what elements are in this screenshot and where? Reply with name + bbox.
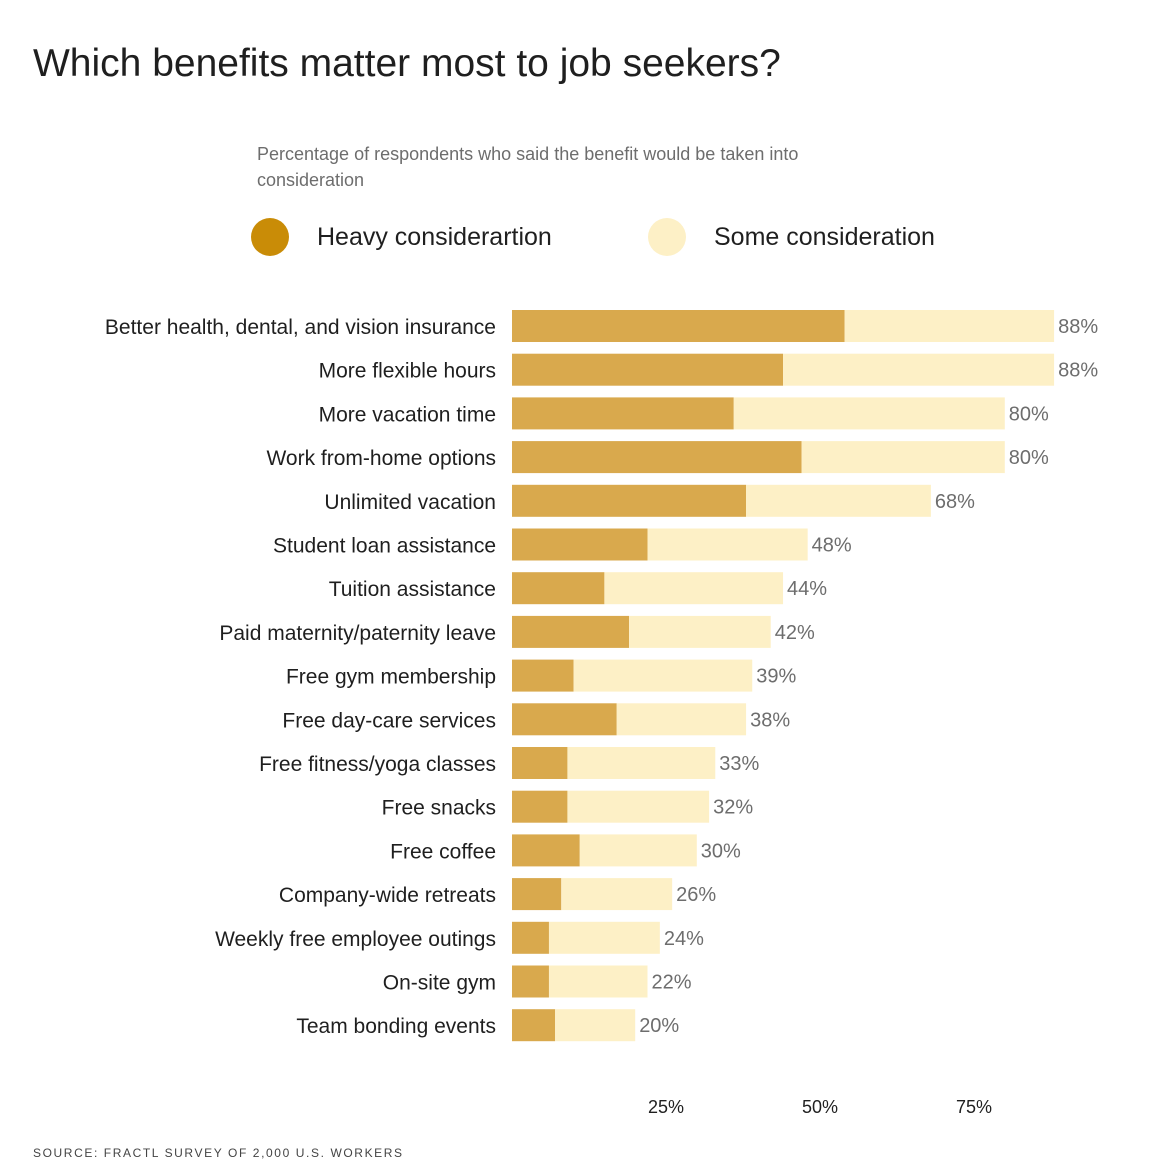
legend-swatch-some: [648, 218, 686, 256]
category-label: Team bonding events: [296, 1015, 496, 1038]
bar-heavy: [512, 921, 549, 954]
total-label: 48%: [812, 535, 852, 557]
total-label: 39%: [756, 666, 796, 688]
total-label: 42%: [775, 622, 815, 644]
category-label: On-site gym: [383, 972, 496, 995]
category-label: Unlimited vacation: [324, 491, 496, 514]
x-tick-label: 25%: [648, 1097, 684, 1117]
legend-item-heavy: Heavy considerartion: [251, 216, 552, 258]
total-label: 26%: [676, 884, 716, 906]
bar-some: [616, 703, 747, 736]
bar-heavy: [512, 615, 630, 648]
bar-some: [567, 747, 716, 779]
total-label: 32%: [713, 797, 753, 819]
category-label: Work from-home options: [266, 447, 496, 470]
total-label: 20%: [639, 1015, 679, 1037]
total-label: 88%: [1058, 316, 1098, 338]
bar-some: [647, 528, 808, 561]
bar-some: [548, 921, 660, 954]
bar-some: [783, 353, 1055, 386]
chart-subtitle: Percentage of respondents who said the b…: [257, 144, 799, 190]
bar-some: [579, 834, 697, 867]
category-label: Company-wide retreats: [279, 884, 496, 907]
category-label: Free coffee: [390, 840, 496, 863]
bar-heavy: [512, 397, 734, 430]
category-label: Free fitness/yoga classes: [259, 753, 496, 776]
category-label: Student loan assistance: [273, 535, 496, 558]
total-label: 30%: [701, 840, 741, 862]
chart-title: Which benefits matter most to job seeker…: [33, 42, 781, 85]
bar-heavy: [512, 703, 617, 736]
bar-some: [573, 659, 753, 692]
bar-heavy: [512, 310, 845, 342]
bar-heavy: [512, 965, 549, 998]
total-label: 22%: [652, 972, 692, 994]
legend-item-some: Some consideration: [648, 216, 935, 258]
bar-some: [567, 790, 710, 823]
bar-some: [604, 572, 784, 605]
bar-heavy: [512, 572, 605, 605]
category-label: More vacation time: [319, 403, 496, 426]
bar-heavy: [512, 747, 568, 779]
category-label: Better health, dental, and vision insura…: [105, 316, 496, 339]
bar-heavy: [512, 441, 802, 474]
bar-some: [844, 310, 1055, 342]
bar-some: [801, 441, 1005, 474]
bar-some: [746, 484, 931, 517]
source-note: SOURCE: FRACTL SURVEY OF 2,000 U.S. WORK…: [33, 1146, 404, 1160]
bar-some: [555, 1009, 636, 1042]
bar-heavy: [512, 1009, 556, 1042]
bar-heavy: [512, 528, 648, 561]
bar-heavy: [512, 790, 568, 823]
category-label: Paid maternity/paternity leave: [219, 622, 496, 645]
total-label: 68%: [935, 491, 975, 513]
bar-some: [629, 615, 771, 648]
bar-heavy: [512, 834, 580, 867]
bar-heavy: [512, 878, 562, 911]
total-label: 80%: [1009, 447, 1049, 469]
bar-some: [561, 878, 673, 911]
bar-some: [548, 965, 648, 998]
total-label: 38%: [750, 709, 790, 731]
category-label: Free snacks: [382, 797, 496, 820]
total-label: 24%: [664, 928, 704, 950]
x-tick-label: 50%: [802, 1097, 838, 1117]
bar-heavy: [512, 353, 784, 386]
category-label: Weekly free employee outings: [215, 928, 496, 951]
category-label: Tuition assistance: [329, 578, 496, 601]
legend-swatch-heavy: [251, 218, 289, 256]
category-label: More flexible hours: [319, 360, 496, 383]
category-label: Free day-care services: [282, 709, 496, 732]
legend-label-heavy: Heavy considerartion: [317, 222, 552, 251]
total-label: 88%: [1058, 360, 1098, 382]
x-tick-label: 75%: [956, 1097, 992, 1117]
total-label: 33%: [719, 753, 759, 775]
total-label: 80%: [1009, 403, 1049, 425]
total-label: 44%: [787, 578, 827, 600]
stacked-bar-chart: Better health, dental, and vision insura…: [105, 310, 1098, 1117]
category-label: Free gym membership: [286, 666, 496, 689]
legend-label-some: Some consideration: [714, 222, 935, 251]
bar-some: [733, 397, 1005, 430]
bar-heavy: [512, 484, 747, 517]
bar-heavy: [512, 659, 574, 692]
